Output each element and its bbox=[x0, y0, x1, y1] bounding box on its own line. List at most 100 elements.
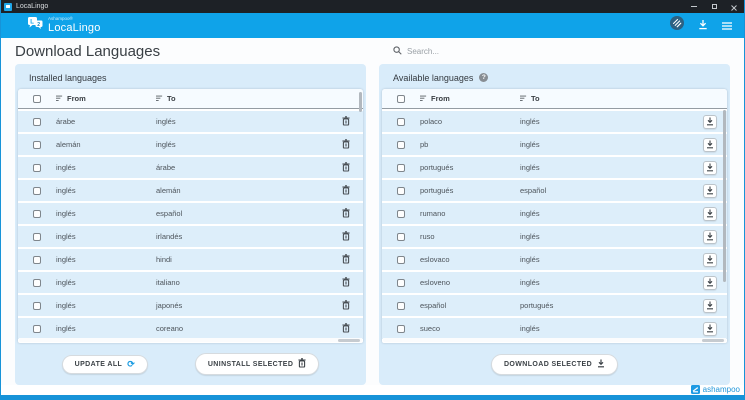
table-row: esloveno inglés bbox=[382, 272, 727, 293]
download-icon bbox=[706, 275, 714, 290]
from-cell: inglés bbox=[56, 186, 76, 195]
row-checkbox[interactable] bbox=[33, 255, 41, 264]
download-icon bbox=[706, 252, 714, 267]
sort-icon[interactable] bbox=[520, 95, 527, 102]
trash-icon bbox=[342, 206, 350, 221]
table-row: polaco inglés bbox=[382, 111, 727, 132]
row-checkbox[interactable] bbox=[397, 232, 405, 241]
sort-icon[interactable] bbox=[56, 95, 63, 102]
brand-super-label: Ashampoo® bbox=[48, 16, 73, 22]
horizontal-scrollbar[interactable] bbox=[383, 338, 726, 342]
trash-icon bbox=[342, 160, 350, 175]
select-all-checkbox[interactable] bbox=[397, 94, 405, 103]
table-row: inglés español bbox=[18, 203, 363, 224]
download-icon bbox=[597, 359, 605, 370]
sort-icon[interactable] bbox=[420, 95, 427, 102]
download-row-button[interactable] bbox=[703, 321, 717, 336]
download-row-button[interactable] bbox=[703, 206, 717, 221]
close-icon bbox=[731, 0, 737, 16]
row-checkbox[interactable] bbox=[397, 209, 405, 218]
maximize-button[interactable] bbox=[704, 0, 724, 13]
vertical-scrollbar[interactable] bbox=[723, 90, 726, 337]
download-icon[interactable] bbox=[698, 17, 708, 35]
scrollbar-thumb[interactable] bbox=[723, 110, 726, 282]
table-row: portugués inglés bbox=[382, 157, 727, 178]
download-row-button[interactable] bbox=[703, 298, 717, 313]
row-checkbox[interactable] bbox=[397, 186, 405, 195]
table-row: pb inglés bbox=[382, 134, 727, 155]
uninstall-row-button[interactable] bbox=[342, 206, 350, 221]
column-header-to: To bbox=[167, 94, 176, 103]
download-icon bbox=[706, 298, 714, 313]
table-row: árabe inglés bbox=[18, 111, 363, 132]
from-cell: pb bbox=[420, 140, 429, 149]
row-checkbox[interactable] bbox=[33, 232, 41, 241]
update-all-button[interactable]: UPDATE ALL bbox=[61, 354, 149, 374]
trash-icon bbox=[342, 298, 350, 313]
download-icon bbox=[706, 114, 714, 129]
vertical-scrollbar[interactable] bbox=[359, 90, 362, 337]
scrollbar-thumb[interactable] bbox=[359, 92, 362, 112]
download-row-button[interactable] bbox=[703, 275, 717, 290]
footer-brand-label: ashampoo bbox=[702, 385, 740, 394]
uninstall-row-button[interactable] bbox=[342, 229, 350, 244]
search-icon bbox=[393, 42, 402, 60]
row-checkbox[interactable] bbox=[397, 301, 405, 310]
row-checkbox[interactable] bbox=[33, 117, 41, 126]
download-row-button[interactable] bbox=[703, 183, 717, 198]
to-cell: español bbox=[520, 186, 547, 195]
row-checkbox[interactable] bbox=[33, 140, 41, 149]
scrollbar-thumb[interactable] bbox=[338, 339, 360, 342]
table-row: sueco inglés bbox=[382, 318, 727, 339]
row-checkbox[interactable] bbox=[397, 140, 405, 149]
search-input[interactable] bbox=[407, 46, 567, 56]
row-checkbox[interactable] bbox=[33, 301, 41, 310]
download-row-button[interactable] bbox=[703, 160, 717, 175]
uninstall-row-button[interactable] bbox=[342, 252, 350, 267]
appearance-icon[interactable] bbox=[670, 16, 684, 35]
uninstall-row-button[interactable] bbox=[342, 183, 350, 198]
download-icon bbox=[706, 183, 714, 198]
uninstall-row-button[interactable] bbox=[342, 160, 350, 175]
row-checkbox[interactable] bbox=[397, 163, 405, 172]
row-checkbox[interactable] bbox=[33, 163, 41, 172]
uninstall-row-button[interactable] bbox=[342, 114, 350, 129]
uninstall-row-button[interactable] bbox=[342, 298, 350, 313]
minimize-button[interactable] bbox=[684, 0, 704, 13]
uninstall-selected-label: UNINSTALL SELECTED bbox=[207, 360, 294, 368]
to-cell: inglés bbox=[520, 278, 540, 287]
footer: ashampoo bbox=[1, 385, 744, 395]
horizontal-scrollbar[interactable] bbox=[19, 338, 362, 342]
row-checkbox[interactable] bbox=[397, 278, 405, 287]
uninstall-row-button[interactable] bbox=[342, 321, 350, 336]
trash-icon bbox=[298, 358, 306, 370]
column-header-from: From bbox=[431, 94, 450, 103]
download-selected-button[interactable]: DOWNLOAD SELECTED bbox=[490, 353, 619, 375]
download-row-button[interactable] bbox=[703, 137, 717, 152]
from-cell: esloveno bbox=[420, 278, 451, 287]
select-all-checkbox[interactable] bbox=[33, 94, 41, 103]
row-checkbox[interactable] bbox=[33, 278, 41, 287]
uninstall-row-button[interactable] bbox=[342, 137, 350, 152]
table-row: ruso inglés bbox=[382, 226, 727, 247]
download-row-button[interactable] bbox=[703, 252, 717, 267]
row-checkbox[interactable] bbox=[397, 255, 405, 264]
row-checkbox[interactable] bbox=[33, 209, 41, 218]
uninstall-row-button[interactable] bbox=[342, 275, 350, 290]
table-row: inglés coreano bbox=[18, 318, 363, 339]
download-row-button[interactable] bbox=[703, 229, 717, 244]
row-checkbox[interactable] bbox=[397, 117, 405, 126]
row-checkbox[interactable] bbox=[33, 324, 41, 333]
close-button[interactable] bbox=[724, 0, 744, 13]
ashampoo-logo-icon bbox=[690, 381, 700, 399]
to-cell: inglés bbox=[520, 324, 540, 333]
uninstall-selected-button[interactable]: UNINSTALL SELECTED bbox=[194, 353, 320, 375]
row-checkbox[interactable] bbox=[397, 324, 405, 333]
sort-icon[interactable] bbox=[156, 95, 163, 102]
menu-icon[interactable] bbox=[722, 17, 732, 35]
download-row-button[interactable] bbox=[703, 114, 717, 129]
help-icon[interactable] bbox=[479, 73, 489, 82]
row-checkbox[interactable] bbox=[33, 186, 41, 195]
maximize-icon bbox=[711, 4, 717, 9]
scrollbar-thumb[interactable] bbox=[702, 339, 724, 342]
